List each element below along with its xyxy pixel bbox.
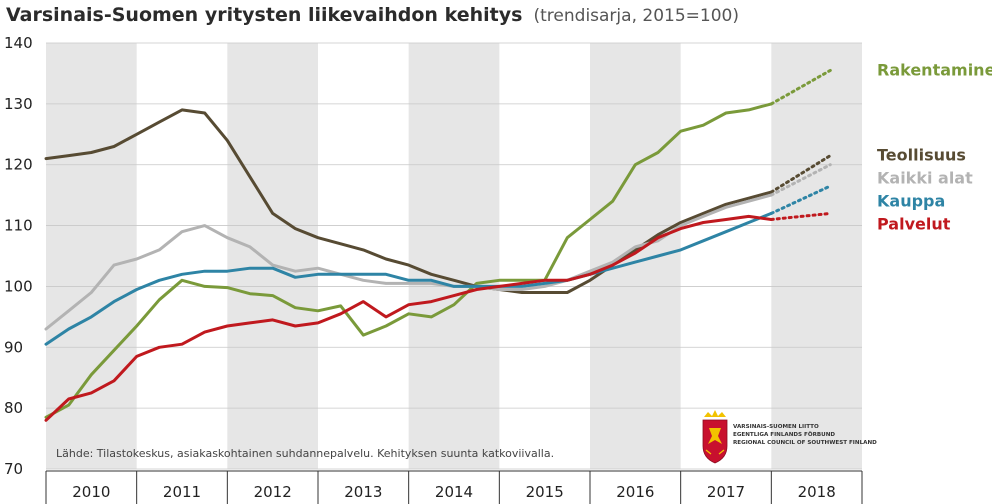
series-labels: Rakentaminen Teollisuus Kaikki alat Kauppa P…	[877, 60, 992, 233]
x-axis: 2010 2011 2012 2013 2014 2015 2016 2017 2018	[45, 470, 863, 504]
x-tick-label: 2014	[435, 483, 473, 501]
y-tick-label: 90	[4, 338, 23, 356]
series-line-palvelut	[44, 214, 773, 422]
year-band-2014	[408, 43, 500, 469]
series-label-rakentaminen: Rakentaminen	[877, 60, 992, 79]
trend-line-kaikki-alat	[769, 163, 832, 197]
chart-title: Varsinais-Suomen yritysten liikevaihdon …	[6, 4, 739, 26]
x-tick-label: 2010	[72, 483, 110, 501]
logo-line-3: REGIONAL COUNCIL OF SOUTHWEST FINLAND	[733, 440, 877, 446]
series-lines	[44, 68, 832, 422]
trend-line-kauppa	[769, 184, 832, 215]
trend-line-palvelut	[769, 211, 832, 221]
logo-line-2: EGENTLIGA FINLANDS FÖRBUND	[733, 431, 835, 438]
year-band-2018	[771, 43, 862, 469]
trend-line-rakentaminen	[769, 68, 832, 106]
y-tick-label: 70	[4, 460, 23, 478]
x-tick-label: 2012	[254, 483, 292, 501]
y-axis: 70 80 90 100 110 120 130 140	[4, 34, 33, 478]
series-line-rakentaminen	[44, 102, 773, 419]
chart-subtitle: (trendisarja, 2015=100)	[534, 6, 739, 26]
chart-title-main: Varsinais-Suomen yritysten liikevaihdon …	[6, 4, 522, 26]
gridlines	[46, 42, 862, 470]
x-tick-label: 2015	[526, 483, 564, 501]
y-tick-label: 130	[4, 95, 33, 113]
series-label-teollisuus: Teollisuus	[877, 146, 966, 165]
y-tick-label: 100	[4, 277, 33, 295]
y-tick-label: 80	[4, 399, 23, 417]
source-note: Lähde: Tilastokeskus, asiakaskohtainen s…	[56, 447, 554, 460]
series-label-kaikki-alat: Kaikki alat	[877, 169, 973, 188]
x-tick-label: 2013	[344, 483, 382, 501]
year-band-2010	[46, 43, 137, 469]
year-bands	[46, 43, 862, 469]
series-line-kauppa	[44, 211, 773, 346]
x-tick-label: 2011	[163, 483, 201, 501]
x-tick-label: 2016	[616, 483, 654, 501]
year-band-2012	[227, 43, 318, 469]
x-tick-label: 2017	[707, 483, 745, 501]
y-tick-label: 110	[4, 217, 33, 235]
series-label-kauppa: Kauppa	[877, 192, 945, 211]
logo-line-1: VARSINAIS-SUOMEN LIITTO	[733, 424, 819, 430]
regional-council-logo: VARSINAIS-SUOMEN LIITTO EGENTLIGA FINLAN…	[702, 410, 877, 464]
year-band-2016	[590, 43, 681, 469]
trend-line-teollisuus	[769, 154, 832, 194]
x-tick-label: 2018	[798, 483, 836, 501]
series-label-palvelut: Palvelut	[877, 215, 951, 234]
y-tick-label: 140	[4, 34, 33, 52]
coat-of-arms-icon	[702, 410, 728, 464]
series-line-teollisuus	[44, 108, 773, 294]
y-tick-label: 120	[4, 156, 33, 174]
